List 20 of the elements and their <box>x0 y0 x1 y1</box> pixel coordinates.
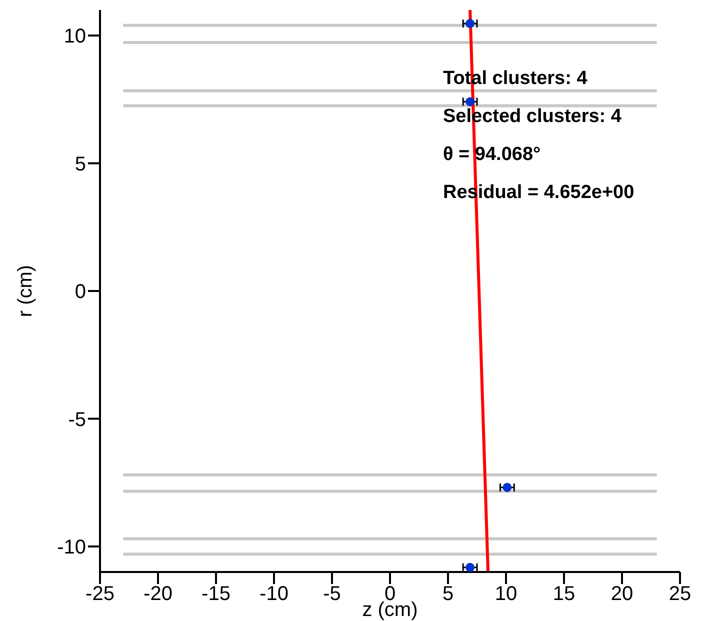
x-tick-label: -10 <box>260 583 288 606</box>
point <box>502 482 512 492</box>
x-tick-label: -20 <box>144 583 172 606</box>
x-tick-label: -5 <box>323 583 341 606</box>
y-tick-label: 0 <box>74 281 86 304</box>
x-tick-label: 5 <box>442 583 454 606</box>
x-tick-label: 15 <box>552 583 576 606</box>
y-tick-label: 5 <box>74 153 86 176</box>
y-axis-title: r (cm) <box>14 264 38 318</box>
x-tick-label: -25 <box>86 583 114 606</box>
y-tick-label: -5 <box>68 408 86 431</box>
x-tick-label: 20 <box>610 583 634 606</box>
x-tick-label: -15 <box>202 583 230 606</box>
y-tick-label: -10 <box>57 536 86 559</box>
x-tick-label: 10 <box>494 583 518 606</box>
y-tick-label: 10 <box>64 26 86 48</box>
point <box>466 97 475 106</box>
point <box>466 19 475 28</box>
x-tick-label: 25 <box>668 583 692 606</box>
point <box>466 562 475 572</box>
